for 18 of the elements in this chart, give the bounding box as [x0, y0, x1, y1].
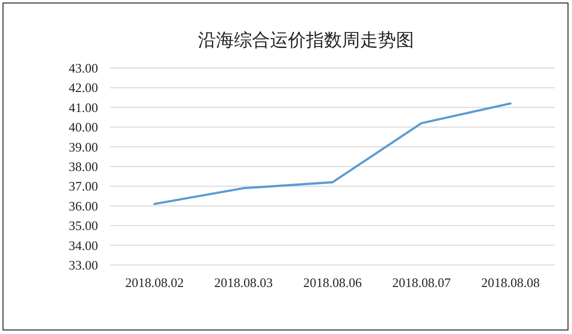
x-tick-label: 2018.08.08 — [481, 275, 540, 290]
y-tick-label: 33.00 — [68, 258, 98, 272]
y-tick-label: 35.00 — [68, 218, 98, 234]
chart-title: 沿海综合运价指数周走势图 — [198, 30, 414, 50]
y-tick-label: 34.00 — [68, 238, 98, 253]
y-tick-label: 36.00 — [68, 198, 98, 214]
y-tick-label: 42.00 — [68, 80, 98, 96]
y-tick-label: 40.00 — [68, 120, 98, 135]
x-tick-label: 2018.08.02 — [125, 275, 184, 290]
line-series — [153, 102, 512, 206]
y-tick-label: 38.00 — [68, 159, 98, 174]
x-tick-label: 2018.08.06 — [303, 275, 362, 290]
x-tick-label: 2018.08.03 — [214, 275, 273, 290]
y-tick-label: 41.00 — [68, 100, 98, 115]
y-tick-label: 37.00 — [68, 178, 98, 194]
y-tick-label: 43.00 — [68, 60, 98, 76]
x-tick-label: 2018.08.07 — [392, 275, 452, 290]
y-tick-label: 39.00 — [68, 139, 98, 154]
